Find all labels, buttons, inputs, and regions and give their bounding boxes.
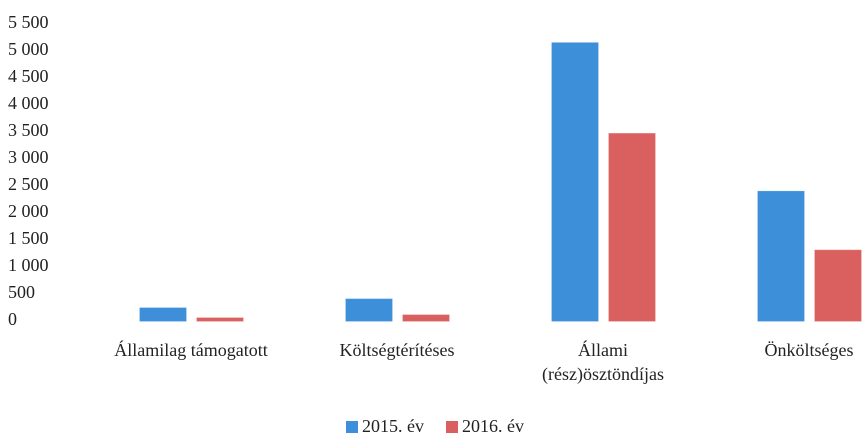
legend-label: 2015. év <box>362 416 424 435</box>
bar <box>757 190 805 322</box>
y-tick-label: 4 000 <box>8 93 49 113</box>
y-tick-label: 5 500 <box>8 12 49 32</box>
bar <box>551 42 599 322</box>
x-tick-label: Állami (rész)ösztöndíjas <box>542 339 664 385</box>
x-tick-label: Önköltséges <box>765 340 854 360</box>
y-tick-label: 2 000 <box>8 201 49 221</box>
y-tick-label: 3 500 <box>8 120 49 140</box>
bar <box>608 133 656 322</box>
y-tick-label: 5 000 <box>8 39 49 59</box>
bar <box>196 317 244 322</box>
bar <box>345 298 393 322</box>
bar <box>139 307 187 322</box>
y-tick-label: 500 <box>8 282 35 302</box>
bar <box>814 249 862 322</box>
y-tick-label: 4 500 <box>8 66 49 86</box>
y-tick-label: 1 500 <box>8 228 49 248</box>
legend-label: 2016. év <box>462 416 524 435</box>
bar <box>402 314 450 322</box>
legend-swatch <box>346 421 358 433</box>
x-tick-label: Költségtérítéses <box>340 340 455 360</box>
x-tick-label: Államilag támogatott <box>114 339 267 360</box>
legend-swatch <box>446 421 458 433</box>
y-tick-label: 0 <box>8 309 17 329</box>
y-tick-label: 3 000 <box>8 147 49 167</box>
y-tick-label: 1 000 <box>8 255 49 275</box>
y-tick-label: 2 500 <box>8 174 49 194</box>
